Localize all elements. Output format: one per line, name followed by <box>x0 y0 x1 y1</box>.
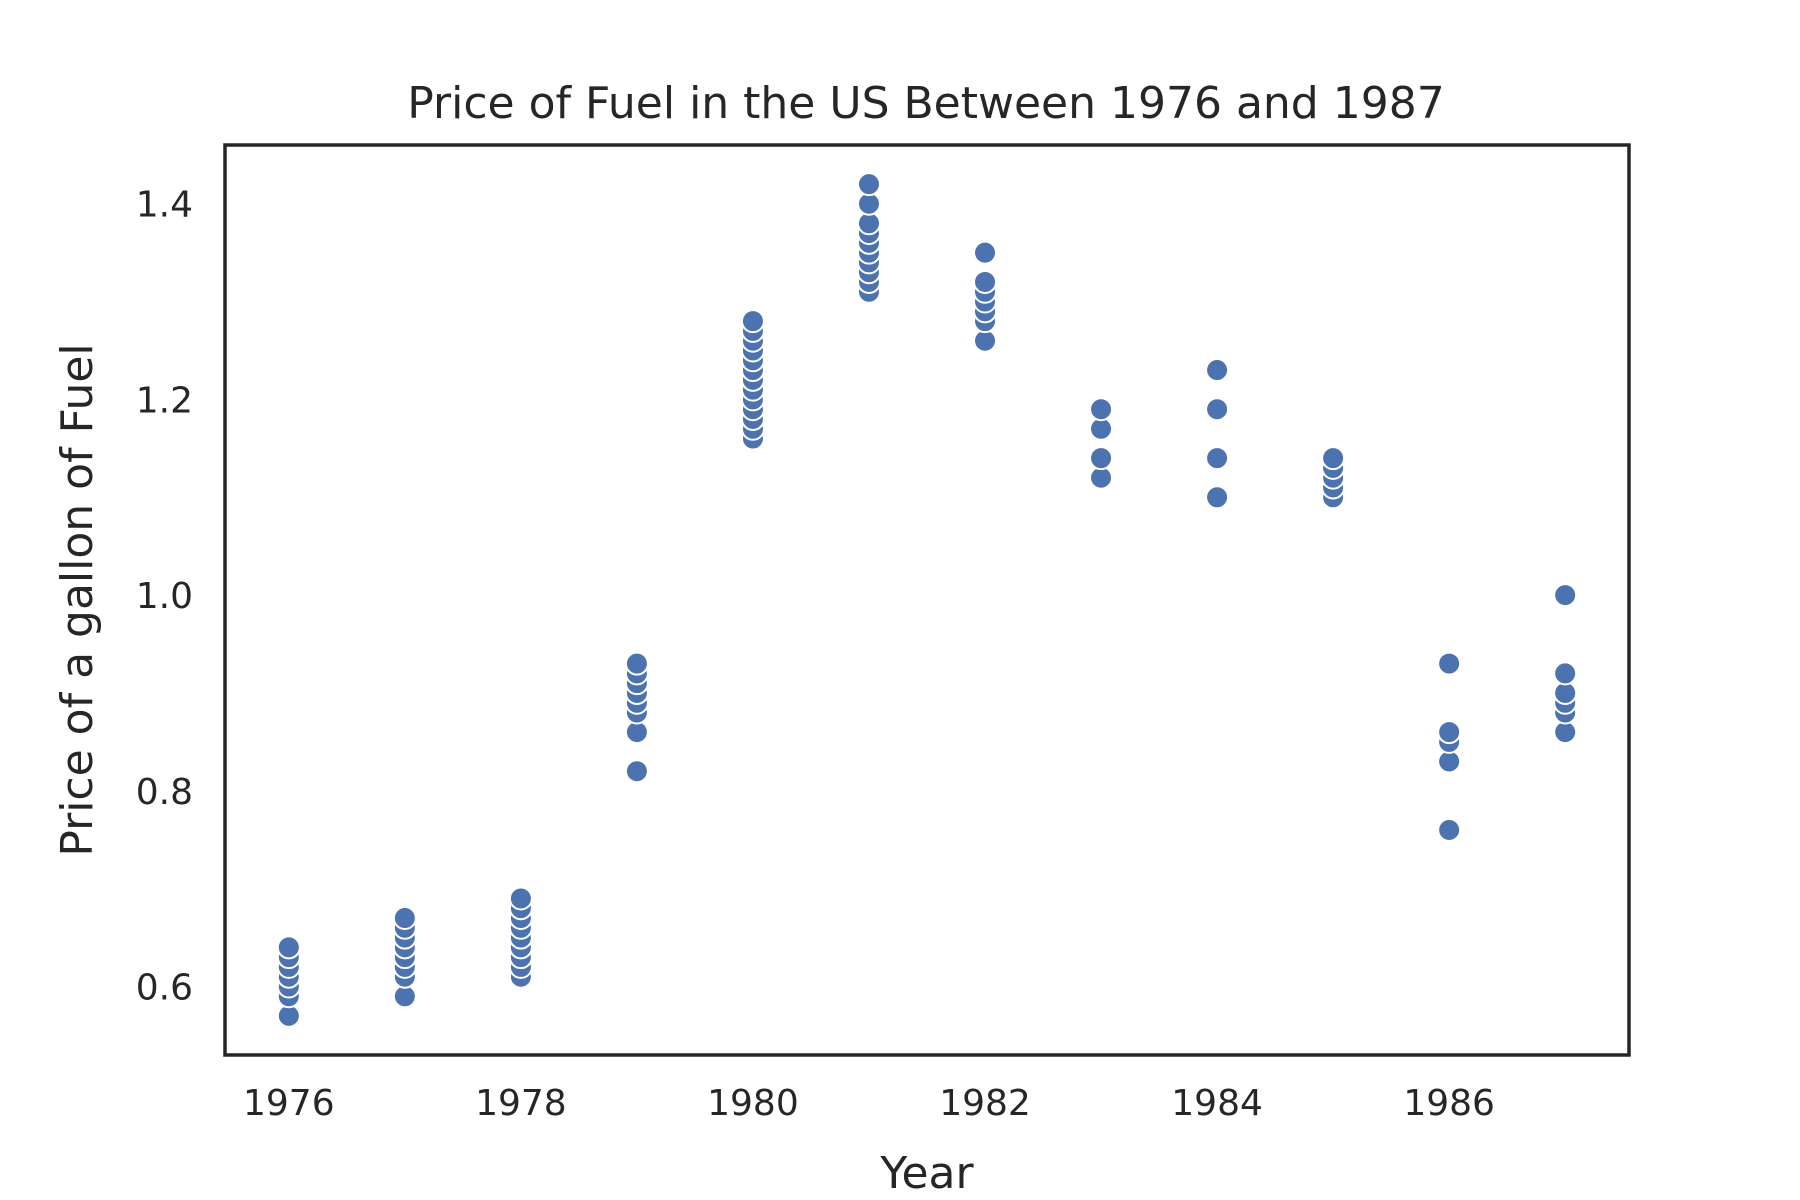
plot-frame <box>223 143 1631 1057</box>
y-tick-label: 1.2 <box>136 380 193 421</box>
data-point <box>392 906 417 931</box>
x-tick-label: 1982 <box>939 1083 1031 1124</box>
data-point <box>276 935 301 960</box>
x-tick-label: 1980 <box>707 1083 799 1124</box>
y-tick-label: 0.6 <box>136 968 193 1009</box>
data-point <box>1437 651 1462 676</box>
data-point <box>740 309 765 334</box>
data-point <box>508 886 533 911</box>
chart-title: Price of Fuel in the US Between 1976 and… <box>407 78 1444 129</box>
data-points <box>276 172 1578 1028</box>
x-axis-label: Year <box>879 1148 974 1199</box>
y-axis-ticks: 0.6 0.8 1.0 1.2 1.4 <box>136 185 193 1009</box>
x-tick-label: 1976 <box>243 1083 335 1124</box>
data-point <box>973 240 998 265</box>
y-axis-label: Price of a gallon of Fuel <box>52 343 103 856</box>
data-point <box>973 269 998 294</box>
data-point <box>1553 583 1578 608</box>
y-tick-label: 1.0 <box>136 576 193 617</box>
data-point <box>1437 720 1462 745</box>
data-point <box>1205 446 1230 471</box>
data-point <box>1089 397 1114 422</box>
plot-area <box>223 143 1631 1057</box>
x-tick-label: 1986 <box>1403 1083 1495 1124</box>
y-tick-label: 0.8 <box>136 772 193 813</box>
y-tick-label: 1.4 <box>136 185 193 226</box>
x-tick-label: 1984 <box>1171 1083 1263 1124</box>
data-point <box>624 759 649 784</box>
data-point <box>1321 446 1346 471</box>
data-point <box>1089 446 1114 471</box>
data-point <box>624 651 649 676</box>
data-point <box>1205 397 1230 422</box>
data-point <box>856 172 881 197</box>
x-tick-label: 1978 <box>475 1083 567 1124</box>
data-point <box>1205 485 1230 510</box>
data-point <box>1437 817 1462 842</box>
data-point <box>1553 661 1578 686</box>
x-axis-ticks: 1976 1978 1980 1982 1984 1986 <box>243 1083 1495 1124</box>
data-point <box>1205 358 1230 383</box>
